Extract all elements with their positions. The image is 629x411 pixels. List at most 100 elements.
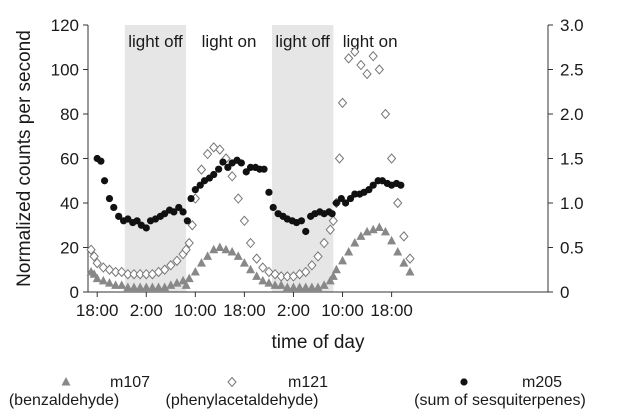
x-tick-label-0: 18:00 xyxy=(76,301,119,320)
series-m205 xyxy=(93,154,405,236)
m121-point-48 xyxy=(350,46,360,57)
m107-point-38 xyxy=(307,282,317,292)
phase-band-2 xyxy=(272,25,334,292)
m121-point-46 xyxy=(337,97,348,109)
m121-point-52 xyxy=(374,64,385,75)
m121-point-27 xyxy=(233,193,243,204)
phase-band-0 xyxy=(124,25,187,292)
m121-point-40 xyxy=(313,251,323,262)
m121-point-0 xyxy=(86,244,96,255)
m121-point-38 xyxy=(301,266,311,278)
m107-point-12 xyxy=(154,282,164,292)
m121-point-42 xyxy=(325,224,335,235)
m107-point-53 xyxy=(393,246,403,256)
m107-point-14 xyxy=(166,280,176,289)
m121-point-43 xyxy=(328,215,339,227)
y2-tick-label-2: 1.0 xyxy=(560,194,584,213)
m121-point-41 xyxy=(319,237,329,249)
m205-point-45 xyxy=(297,217,306,225)
m121-point-5 xyxy=(110,266,121,278)
m205-point-18 xyxy=(175,203,183,212)
legend-sublabel-m205: (sum of sesquiterpenes) xyxy=(414,392,586,409)
m205-point-53 xyxy=(332,199,340,207)
x-tick-label-5: 10:00 xyxy=(321,301,364,320)
m205-point-61 xyxy=(369,181,377,189)
y2-tick-label-1: 0.5 xyxy=(560,239,584,258)
x-tick-label-4: 2:00 xyxy=(277,301,310,320)
m107-point-11 xyxy=(147,282,157,292)
m205-point-17 xyxy=(170,208,178,216)
m121-point-56 xyxy=(399,231,409,242)
m107-point-49 xyxy=(368,224,378,234)
m107-point-2 xyxy=(92,273,102,283)
phase-label-2: light off xyxy=(275,32,330,51)
m121-point-55 xyxy=(393,197,403,209)
m107-point-39 xyxy=(313,282,323,292)
y-tick-label-4: 80 xyxy=(60,105,79,124)
m107-point-17 xyxy=(181,280,191,289)
legend-sublabel-m121: (phenylacetaldehyde) xyxy=(166,392,319,409)
m107-point-9 xyxy=(135,282,145,292)
m205-point-56 xyxy=(346,194,355,203)
m107-point-50 xyxy=(374,222,384,231)
m205-point-21 xyxy=(187,194,195,203)
m205-point-20 xyxy=(183,217,191,225)
m107-point-45 xyxy=(344,246,354,256)
m107-point-44 xyxy=(338,255,348,265)
y-tick-label-1: 20 xyxy=(60,239,79,258)
m121-point-24 xyxy=(215,144,225,155)
legend-label-m107: m107 xyxy=(110,374,150,391)
m121-point-49 xyxy=(356,59,366,71)
m121-point-14 xyxy=(166,260,176,271)
m205-point-9 xyxy=(133,217,141,225)
m121-point-51 xyxy=(368,50,378,62)
phase-label-3: light on xyxy=(343,32,398,51)
m205-point-46 xyxy=(302,227,310,236)
m121-point-30 xyxy=(251,253,262,264)
m107-point-29 xyxy=(252,271,262,280)
m107-point-13 xyxy=(160,282,170,292)
m107-point-4 xyxy=(104,278,114,287)
m121-point-57 xyxy=(405,253,415,264)
m107-point-54 xyxy=(399,258,409,267)
m205-point-26 xyxy=(210,170,218,179)
m107-point-36 xyxy=(295,282,305,292)
m107-point-19 xyxy=(190,266,200,276)
m121-point-2 xyxy=(92,257,102,269)
m107-point-43 xyxy=(331,264,341,274)
m205-point-52 xyxy=(328,210,336,218)
m121-point-22 xyxy=(202,148,213,160)
m205-point-67 xyxy=(397,181,405,189)
data-series xyxy=(86,46,415,292)
m205-point-54 xyxy=(337,194,345,203)
y-tick-label-3: 60 xyxy=(60,150,79,169)
m121-point-9 xyxy=(135,268,145,280)
y2-tick-label-3: 1.5 xyxy=(560,150,584,169)
m205-point-4 xyxy=(110,203,118,212)
m107-point-7 xyxy=(123,282,133,292)
m107-point-23 xyxy=(215,242,225,251)
x-axis-title: time of day xyxy=(272,332,365,353)
y-tick-label-0: 0 xyxy=(70,283,79,302)
labels: time of day Normalized counts per second xyxy=(14,30,365,353)
y-tick-label-5: 100 xyxy=(51,61,79,80)
m107-point-52 xyxy=(387,235,397,245)
m107-point-24 xyxy=(221,244,231,254)
m121-point-10 xyxy=(141,268,151,280)
m107-point-48 xyxy=(362,226,372,236)
m121-point-7 xyxy=(123,268,133,280)
y2-tick-label-5: 2.5 xyxy=(560,61,584,80)
m121-point-34 xyxy=(276,271,286,282)
m107-point-3 xyxy=(98,275,108,285)
y2-tick-label-4: 2.0 xyxy=(560,105,584,124)
m107-point-26 xyxy=(233,251,243,260)
m205-point-29 xyxy=(224,163,232,171)
axes: 0 20 40 60 80 100 120 0 0.5 1.0 1.5 2.0 2.5 3.0 18:00 2… xyxy=(51,16,584,320)
m107-point-51 xyxy=(380,226,390,236)
m107-point-21 xyxy=(203,251,213,260)
m121-point-1 xyxy=(89,251,99,262)
m107-point-20 xyxy=(196,258,206,267)
m107-point-27 xyxy=(239,258,249,267)
m205-point-37 xyxy=(260,165,268,173)
